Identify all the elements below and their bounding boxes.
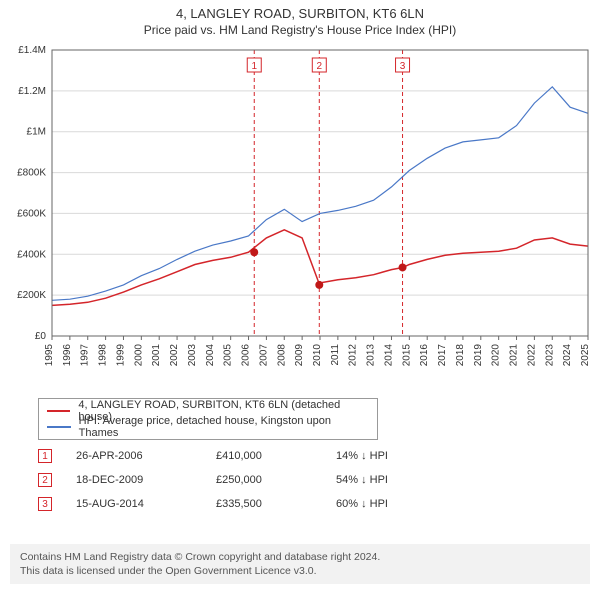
svg-text:2017: 2017 [437, 344, 448, 367]
svg-text:2: 2 [317, 61, 323, 72]
transaction-date: 15-AUG-2014 [76, 498, 216, 510]
svg-text:2001: 2001 [151, 344, 162, 367]
svg-text:£1.4M: £1.4M [18, 45, 46, 56]
page: 4, LANGLEY ROAD, SURBITON, KT6 6LN Price… [0, 0, 600, 590]
transaction-date: 26-APR-2006 [76, 450, 216, 462]
svg-text:1999: 1999 [115, 344, 126, 367]
transactions-table: 1 26-APR-2006£410,00014% ↓ HPI 2 18-DEC-200… [38, 444, 558, 516]
transaction-price: £410,000 [216, 450, 336, 462]
svg-text:2023: 2023 [544, 344, 555, 367]
transaction-row: 2 18-DEC-2009£250,00054% ↓ HPI [38, 468, 558, 492]
title-subtitle: Price paid vs. HM Land Registry's House … [0, 23, 600, 37]
transaction-price: £250,000 [216, 474, 336, 486]
svg-text:2010: 2010 [312, 344, 323, 367]
chart-area: £0 £200K £400K £600K £800K £1M £1.2M £1.4M 1995 1… [0, 44, 600, 390]
svg-text:2009: 2009 [294, 344, 305, 367]
footer-line-2: This data is licensed under the Open Gov… [20, 564, 580, 578]
svg-text:£1M: £1M [27, 127, 46, 138]
transaction-date: 18-DEC-2009 [76, 474, 216, 486]
svg-text:1998: 1998 [98, 344, 109, 367]
svg-text:2014: 2014 [383, 344, 394, 367]
legend-row: HPI: Average price, detached house, King… [47, 419, 369, 435]
legend-swatch [47, 426, 71, 428]
svg-text:1995: 1995 [44, 344, 55, 367]
svg-text:£0: £0 [35, 331, 47, 342]
svg-text:£600K: £600K [17, 208, 46, 219]
legend-box: 4, LANGLEY ROAD, SURBITON, KT6 6LN (deta… [38, 398, 378, 440]
chart-svg: £0 £200K £400K £600K £800K £1M £1.2M £1.4M 1995 1… [0, 44, 600, 390]
transaction-row: 3 15-AUG-2014£335,50060% ↓ HPI [38, 492, 558, 516]
svg-text:2013: 2013 [366, 344, 377, 367]
svg-text:2025: 2025 [580, 344, 591, 367]
transaction-marker: 3 [38, 497, 52, 511]
svg-text:3: 3 [400, 61, 406, 72]
transaction-marker: 1 [38, 449, 52, 463]
svg-text:2024: 2024 [562, 344, 573, 367]
svg-text:2018: 2018 [455, 344, 466, 367]
svg-text:2008: 2008 [276, 344, 287, 367]
svg-text:2015: 2015 [401, 344, 412, 367]
svg-text:2000: 2000 [133, 344, 144, 367]
transaction-price: £335,500 [216, 498, 336, 510]
svg-text:2016: 2016 [419, 344, 430, 367]
svg-text:2019: 2019 [473, 344, 484, 367]
svg-text:2007: 2007 [258, 344, 269, 367]
svg-text:2011: 2011 [330, 344, 341, 366]
legend-label: HPI: Average price, detached house, King… [79, 415, 369, 439]
svg-text:2002: 2002 [169, 344, 180, 367]
footer-attribution: Contains HM Land Registry data © Crown c… [10, 544, 590, 584]
svg-text:£1.2M: £1.2M [18, 86, 46, 97]
transaction-marker: 2 [38, 473, 52, 487]
svg-text:£400K: £400K [17, 249, 46, 260]
transaction-delta: 14% ↓ HPI [336, 450, 456, 462]
svg-text:2012: 2012 [348, 344, 359, 367]
svg-text:2003: 2003 [187, 344, 198, 367]
transaction-row: 1 26-APR-2006£410,00014% ↓ HPI [38, 444, 558, 468]
footer-line-1: Contains HM Land Registry data © Crown c… [20, 550, 580, 564]
chart-titles: 4, LANGLEY ROAD, SURBITON, KT6 6LN Price… [0, 0, 600, 37]
svg-text:2006: 2006 [241, 344, 252, 367]
svg-text:£200K: £200K [17, 290, 46, 301]
transaction-delta: 54% ↓ HPI [336, 474, 456, 486]
svg-text:1996: 1996 [62, 344, 73, 367]
svg-text:2004: 2004 [205, 344, 216, 367]
svg-text:2022: 2022 [526, 344, 537, 367]
transaction-delta: 60% ↓ HPI [336, 498, 456, 510]
svg-text:2005: 2005 [223, 344, 234, 367]
legend-swatch [47, 410, 70, 412]
title-address: 4, LANGLEY ROAD, SURBITON, KT6 6LN [0, 6, 600, 21]
svg-text:2020: 2020 [491, 344, 502, 367]
svg-text:£800K: £800K [17, 168, 46, 179]
svg-text:1: 1 [251, 61, 257, 72]
svg-text:2021: 2021 [509, 344, 520, 367]
svg-text:1997: 1997 [80, 344, 91, 367]
